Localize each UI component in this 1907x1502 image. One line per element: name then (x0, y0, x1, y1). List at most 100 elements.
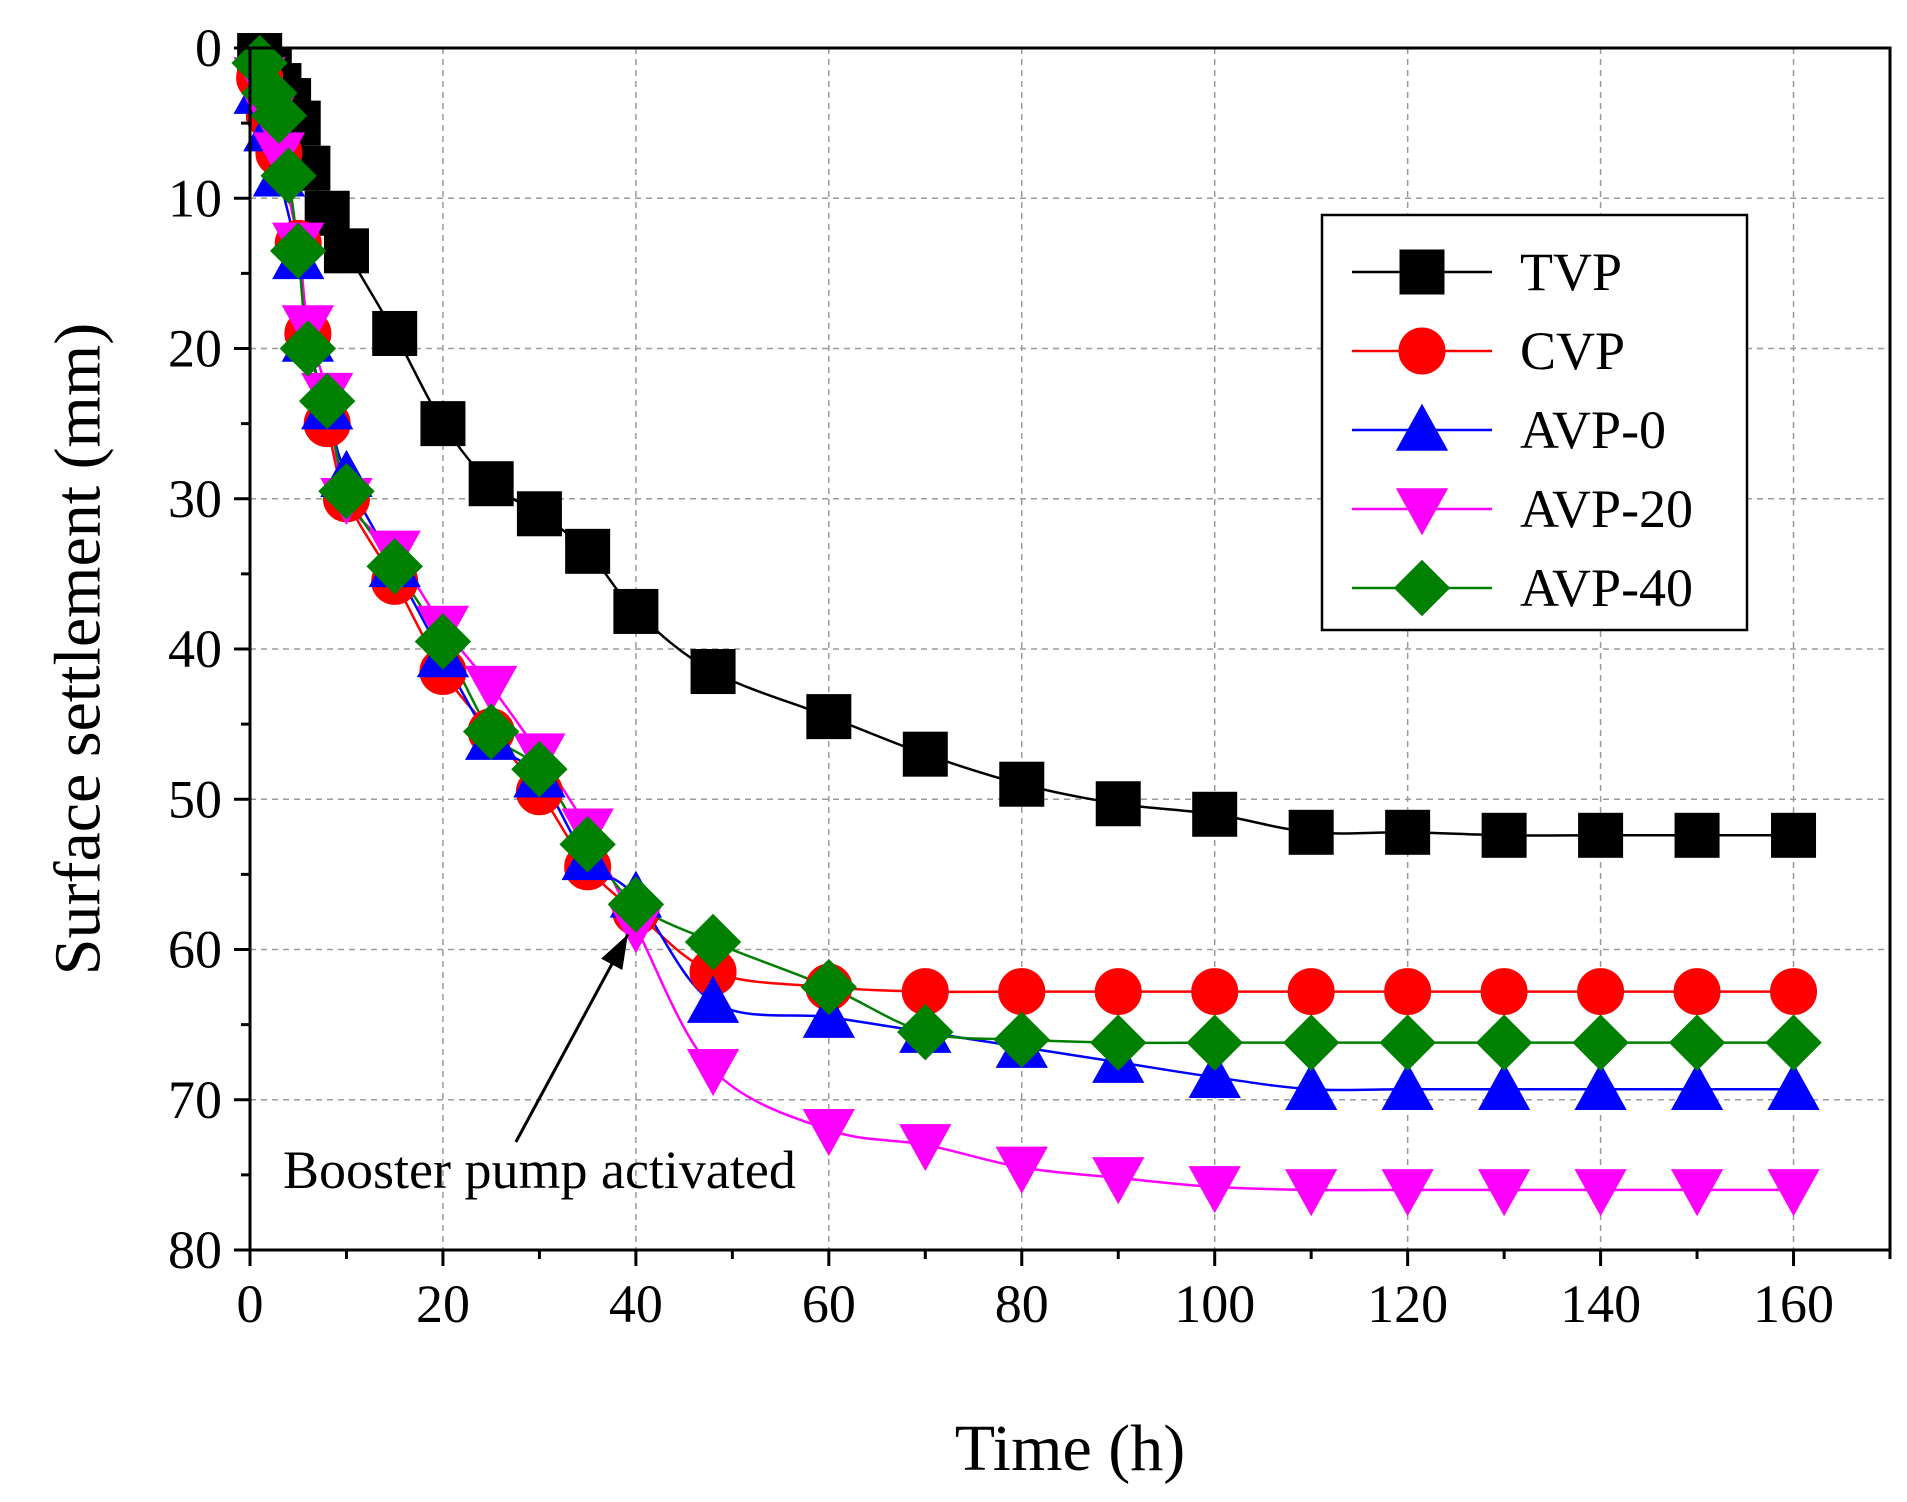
data-point-cvp (1577, 968, 1625, 1016)
data-point-avp-20 (686, 1048, 740, 1097)
data-point-avp-40 (1090, 1014, 1147, 1071)
legend-label-avp-20: AVP-20 (1520, 479, 1693, 539)
data-point-tvp (613, 588, 659, 634)
x-tick-label: 160 (1753, 1274, 1834, 1334)
data-point-tvp (1578, 812, 1624, 858)
legend: TVP CVP AVP-0 AVP-20 AVP-40 (1320, 213, 1749, 632)
legend-label-avp-40: AVP-40 (1520, 558, 1693, 618)
data-point-avp-0 (1381, 1062, 1434, 1110)
data-point-tvp (1481, 812, 1527, 858)
data-point-tvp (690, 649, 736, 695)
data-point-tvp (806, 694, 852, 740)
data-point-cvp (998, 968, 1046, 1016)
data-point-tvp (1095, 781, 1141, 827)
x-tick-label: 80 (995, 1274, 1049, 1334)
legend-label-cvp: CVP (1520, 321, 1625, 381)
data-point-avp-0 (1670, 1062, 1724, 1110)
data-point-tvp (999, 761, 1045, 807)
data-point-tvp (372, 310, 418, 356)
x-tick-label: 120 (1367, 1274, 1448, 1334)
data-point-avp-20 (1092, 1157, 1145, 1205)
y-tick-label: 0 (195, 18, 222, 78)
data-point-avp-20 (1188, 1166, 1241, 1214)
data-point-avp-40 (260, 147, 317, 204)
data-point-avp-40 (511, 740, 568, 798)
data-point-avp-40 (414, 613, 472, 670)
data-point-avp-20 (899, 1124, 952, 1172)
legend-label-avp-0: AVP-0 (1520, 400, 1666, 460)
y-tick-label: 60 (168, 920, 222, 980)
data-point-avp-0 (686, 975, 740, 1023)
data-point-cvp (1770, 968, 1818, 1016)
annotation-arrowhead (601, 934, 628, 971)
legend-marker-avp-0 (1395, 403, 1449, 451)
data-point-tvp (1385, 809, 1431, 855)
x-axis-title: Time (h) (955, 1412, 1185, 1485)
data-point-avp-20 (1381, 1169, 1434, 1217)
x-tick-label: 0 (237, 1274, 264, 1334)
data-point-cvp (1480, 968, 1528, 1016)
data-point-avp-40 (318, 463, 375, 520)
data-point-tvp (902, 731, 948, 777)
data-point-tvp (1674, 812, 1720, 858)
data-point-avp-0 (1285, 1062, 1338, 1110)
x-tick-label: 60 (802, 1274, 856, 1334)
data-point-cvp (1384, 968, 1432, 1016)
data-point-tvp (323, 228, 369, 274)
data-point-avp-40 (1765, 1014, 1822, 1071)
data-point-cvp (1287, 968, 1335, 1016)
data-point-avp-40 (462, 703, 520, 760)
data-point-tvp (565, 528, 611, 574)
data-point-avp-40 (270, 222, 327, 280)
data-point-avp-0 (1574, 1062, 1627, 1110)
data-point-cvp (1094, 968, 1142, 1016)
annotation-text: Booster pump activated (283, 1140, 796, 1200)
data-point-avp-40 (559, 816, 616, 873)
axis-ticks (234, 46, 1892, 1266)
data-point-avp-20 (995, 1146, 1048, 1194)
y-tick-label: 20 (168, 319, 222, 379)
data-point-avp-40 (1668, 1014, 1726, 1071)
x-tick-label: 100 (1174, 1274, 1255, 1334)
data-point-avp-40 (1186, 1014, 1243, 1071)
y-tick-label: 30 (168, 469, 222, 529)
data-point-tvp (468, 461, 514, 507)
tick-labels: 0 20 40 60 80 100 120 140 160 0 10 20 30 40 50 60 70 80 (168, 18, 1834, 1334)
data-point-avp-40 (298, 372, 356, 430)
annotation-arrow-line (514, 933, 630, 1143)
data-point-avp-40 (1379, 1014, 1436, 1071)
data-point-tvp (516, 491, 562, 537)
data-point-avp-20 (465, 665, 518, 713)
data-point-avp-40 (993, 1011, 1050, 1068)
data-point-cvp (1191, 968, 1239, 1016)
legend-label-tvp: TVP (1520, 242, 1622, 302)
data-point-avp-40 (250, 87, 308, 144)
data-point-avp-20 (802, 1109, 855, 1157)
data-point-avp-0 (1767, 1062, 1820, 1110)
data-point-avp-20 (1477, 1169, 1531, 1217)
data-point-avp-40 (366, 538, 423, 595)
x-tick-label: 20 (416, 1274, 470, 1334)
x-tick-label: 140 (1560, 1274, 1641, 1334)
data-point-avp-20 (1285, 1169, 1338, 1217)
data-point-tvp (420, 401, 466, 447)
y-tick-label: 70 (168, 1070, 222, 1130)
data-point-avp-40 (1282, 1014, 1340, 1071)
data-point-avp-0 (1188, 1050, 1241, 1098)
data-point-avp-40 (607, 876, 665, 933)
data-point-avp-40 (279, 320, 337, 377)
data-point-avp-40 (897, 1003, 954, 1061)
data-point-avp-0 (1477, 1062, 1531, 1110)
data-point-avp-40 (1475, 1014, 1533, 1071)
y-tick-label: 10 (168, 168, 222, 228)
data-point-tvp (1288, 809, 1334, 855)
y-tick-label: 80 (168, 1220, 222, 1280)
data-point-avp-40 (800, 958, 858, 1016)
data-point-avp-20 (1670, 1169, 1724, 1217)
y-tick-label: 50 (168, 769, 222, 829)
data-point-avp-20 (1767, 1169, 1820, 1217)
y-axis-title: Surface settlement (mm) (42, 323, 115, 975)
legend-marker-tvp (1399, 249, 1445, 295)
annotation: Booster pump activated (283, 933, 796, 1200)
